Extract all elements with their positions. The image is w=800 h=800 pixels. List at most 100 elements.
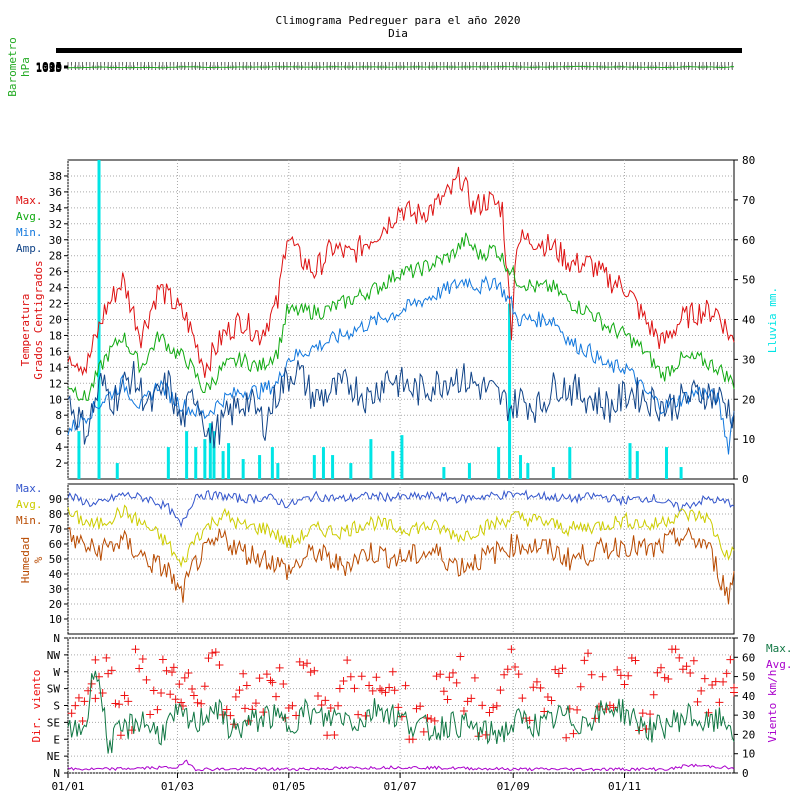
wind-dir-marker bbox=[686, 669, 695, 678]
wind-dir-marker bbox=[204, 654, 213, 663]
x-tick-label: 01/09 bbox=[497, 780, 530, 793]
rain-bar bbox=[166, 447, 170, 479]
wind-dir-marker bbox=[284, 703, 293, 712]
rain-bar bbox=[241, 459, 245, 479]
wind-dir-marker bbox=[452, 678, 461, 687]
wind-dir-marker bbox=[323, 731, 332, 740]
wind-dir-marker bbox=[704, 708, 713, 717]
rain-bar bbox=[212, 431, 216, 479]
wind-legend-wmax: Max. bbox=[766, 642, 793, 655]
wind-dir-marker bbox=[657, 663, 666, 672]
temp-ytick-label: 2 bbox=[55, 457, 62, 470]
pressure-ytick-label: 995 bbox=[42, 60, 62, 73]
wind-dir-marker bbox=[697, 686, 706, 695]
wind-dir-marker bbox=[456, 652, 465, 661]
hum-line-havg bbox=[67, 504, 735, 568]
wind-dir-marker bbox=[361, 711, 370, 720]
wind-dir-marker bbox=[354, 710, 363, 719]
wind-dir-marker bbox=[376, 684, 385, 693]
temp-ytick-label: 26 bbox=[49, 266, 62, 279]
temp-axis-label: Temperatura bbox=[19, 294, 32, 367]
wind-dir-marker bbox=[180, 673, 189, 682]
rain-bar bbox=[635, 451, 639, 479]
wind-dir-marker bbox=[500, 670, 509, 679]
pressure-ytick-label: 1010 bbox=[36, 61, 63, 74]
rain-bar bbox=[628, 443, 632, 479]
rain-bar bbox=[270, 447, 274, 479]
wind-dir-marker bbox=[357, 672, 366, 681]
wind-dir-marker bbox=[74, 693, 83, 702]
wind-dir-marker bbox=[459, 706, 468, 715]
temp-ytick-label: 4 bbox=[55, 441, 62, 454]
wind-dir-marker bbox=[543, 693, 552, 702]
wind-dir-marker bbox=[146, 710, 155, 719]
hum-legend-hmax: Max. bbox=[16, 482, 43, 495]
wind-dir-marker bbox=[507, 645, 516, 654]
wind-dir-marker bbox=[616, 671, 625, 680]
temp-legend-tavg: Avg. bbox=[16, 210, 43, 223]
wind-dir-marker bbox=[346, 672, 355, 681]
wind-speed-label: 40 bbox=[742, 690, 755, 703]
wind-dir-marker bbox=[235, 686, 244, 695]
rain-ytick-label: 40 bbox=[742, 314, 755, 327]
wind-dir-marker bbox=[394, 703, 403, 712]
wind-dir-marker bbox=[365, 681, 374, 690]
wind-dir-label: NW bbox=[47, 649, 61, 662]
wind-dir-marker bbox=[171, 695, 180, 704]
wind-dir-marker bbox=[272, 692, 281, 701]
pressure-ytick-label: 1015 bbox=[36, 61, 63, 74]
temp-ytick-label: 10 bbox=[49, 393, 62, 406]
wind-dir-marker bbox=[693, 697, 702, 706]
hum-line-hmin bbox=[67, 526, 735, 605]
wind-dir-marker bbox=[385, 683, 394, 692]
temp-ytick-label: 32 bbox=[49, 218, 62, 231]
pressure-line bbox=[68, 65, 735, 69]
wind-dir-marker bbox=[193, 698, 202, 707]
wind-dir-marker bbox=[334, 701, 343, 710]
wind-dir-marker bbox=[653, 668, 662, 677]
wind-dir-marker bbox=[587, 670, 596, 679]
wind-dir-marker bbox=[536, 683, 545, 692]
wind-dir-marker bbox=[104, 669, 113, 678]
rain-bar bbox=[442, 467, 446, 479]
wind-dir-marker bbox=[98, 689, 107, 698]
wind-dir-label: NE bbox=[47, 750, 60, 763]
wind-dir-marker bbox=[423, 713, 432, 722]
rain-bar bbox=[331, 455, 335, 479]
wind-dir-marker bbox=[532, 677, 541, 686]
rain-bar bbox=[276, 463, 280, 479]
pressure-ytick-label: 1020 bbox=[36, 61, 63, 74]
wind-dir-marker bbox=[419, 727, 428, 736]
rain-bar bbox=[194, 447, 198, 479]
temp-ytick-label: 28 bbox=[49, 250, 62, 263]
wind-dir-marker bbox=[492, 701, 501, 710]
wind-dir-marker bbox=[87, 679, 96, 688]
wind-dir-marker bbox=[321, 696, 330, 705]
wind-dir-marker bbox=[80, 697, 89, 706]
hum-ytick-label: 40 bbox=[49, 568, 62, 581]
wind-dir-marker bbox=[335, 684, 344, 693]
wind-dir-marker bbox=[436, 670, 445, 679]
wind-dir-marker bbox=[478, 701, 487, 710]
temp-line-tmax bbox=[67, 166, 735, 378]
wind-speed-label: 20 bbox=[742, 728, 755, 741]
wind-speed-label: 60 bbox=[742, 651, 755, 664]
temp-ytick-label: 36 bbox=[49, 186, 62, 199]
hum-legend-hmin: Min. bbox=[16, 514, 43, 527]
temp-line-tavg bbox=[67, 232, 735, 402]
hum-axis-label: Humedad bbox=[19, 537, 32, 583]
rain-bar bbox=[77, 431, 81, 479]
wind-dir-marker bbox=[200, 682, 209, 691]
wind-dir-marker bbox=[71, 701, 80, 710]
wind-dir-marker bbox=[306, 668, 315, 677]
wind-speed-label: 10 bbox=[742, 748, 755, 761]
wind-dir-marker bbox=[310, 666, 319, 675]
rain-axis-label: Lluvia mm. bbox=[766, 287, 779, 353]
pressure-ytick-label: 1035 bbox=[36, 62, 63, 75]
temp-ytick-label: 24 bbox=[49, 282, 63, 295]
wind-dir-marker bbox=[715, 698, 724, 707]
wind-dir-marker bbox=[485, 708, 494, 717]
hum-ytick-label: 10 bbox=[49, 613, 62, 626]
rain-bar bbox=[115, 463, 119, 479]
wind-speed-label: 70 bbox=[742, 632, 755, 645]
